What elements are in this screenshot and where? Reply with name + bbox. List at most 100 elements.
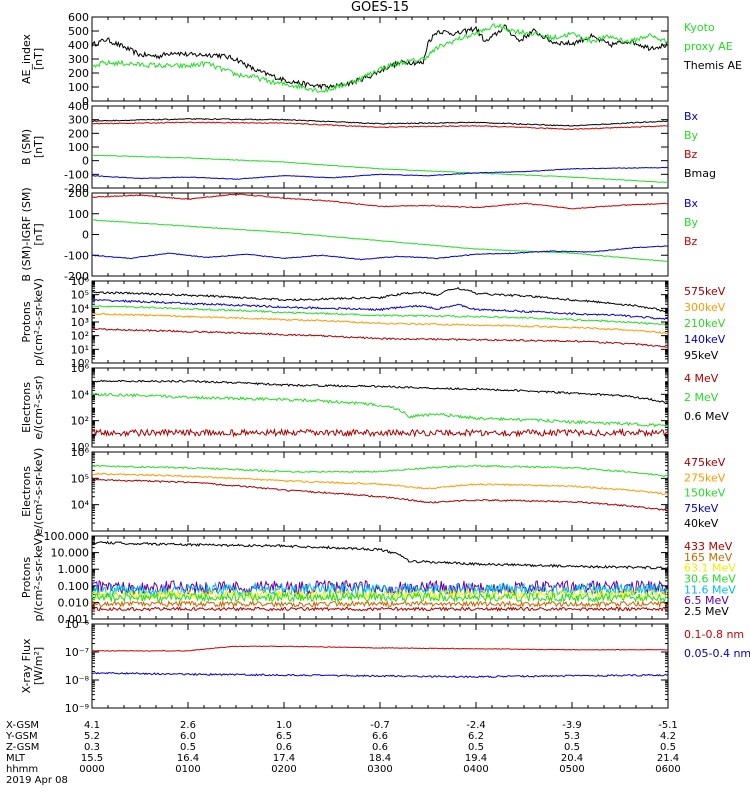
y-tick-label: 10³ (71, 316, 89, 329)
y-tick-label: 10⁻⁶ (65, 618, 90, 631)
y-axis-label-line2: [nT] (32, 136, 45, 158)
panel-protons2: 0.0010.0100.1001.00010.000100.000Protons… (20, 530, 736, 626)
legend-entry: 63.1 MeV (684, 562, 736, 575)
legend-entry: Bz (684, 148, 698, 161)
series-line-0-1-0-8-nm (92, 645, 668, 652)
legend-entry: 2.5 MeV (684, 605, 729, 618)
plot-date: 2019 Apr 08 (6, 775, 68, 786)
y-tick-label: 0.100 (58, 580, 90, 593)
ephemeris-value: 21.4 (657, 753, 679, 764)
y-tick-label: 0.001 (58, 613, 90, 626)
y-axis-label-line2: [nT] (32, 48, 45, 70)
series-group (92, 379, 668, 438)
series-line-2-mev (92, 392, 668, 428)
ephemeris-value: 0.5 (564, 742, 580, 753)
series-line-140kev (92, 299, 668, 321)
legend-entry: Bx (684, 110, 699, 123)
series-group (92, 464, 668, 512)
y-tick-label: 10⁻⁸ (65, 674, 90, 687)
y-tick-label: 100 (68, 81, 89, 94)
ephemeris-value: 5.2 (84, 731, 100, 742)
y-axis-label-line1: X-ray Flux (20, 638, 33, 694)
y-tick-label: 200 (68, 127, 89, 140)
legend-entry: 475keV (684, 456, 726, 469)
legend-entry: 0.05-0.4 nm (684, 647, 750, 660)
y-tick-label: 10⁻⁷ (65, 646, 89, 659)
y-axis-label: AE_index [nT] (20, 33, 45, 84)
y-axis-label-line1: AE_index (20, 33, 33, 84)
legend-entry: 433 MeV (684, 540, 733, 553)
series-group (92, 117, 668, 184)
y-tick-label: 10⁴ (71, 499, 90, 512)
series-group (92, 645, 668, 679)
y-tick-label: 1.000 (58, 563, 90, 576)
y-axis-label-line2: p/(cm²-s-sr-keV) (32, 278, 45, 366)
panel-xray: 10⁻⁹ 10⁻⁸ 10⁻⁷ 10⁻⁶ X-ray Flux [W/m²] 0.1-0.8 … (20, 618, 750, 715)
ephemeris-value: 0.5 (468, 742, 484, 753)
y-axis-label-line1: Protons (20, 557, 33, 598)
legend-entry: By (684, 216, 699, 229)
y-axis-label: B (SM) [nT] (20, 129, 45, 165)
y-axis-label-line2: e/(cm²-s-sr-keV) (32, 448, 45, 536)
series-line-bz (92, 193, 668, 210)
y-tick-label: -200 (64, 270, 89, 283)
legend-entry: Bx (684, 197, 699, 210)
series-line-bmag (92, 117, 668, 127)
series-line-themis-ae (92, 24, 668, 91)
legend-entry: 40keV (684, 517, 719, 530)
series-line-by (92, 219, 668, 262)
legend-entry: Kyoto (684, 21, 715, 34)
y-axis-label-line2: [W/m²] (32, 647, 45, 685)
y-axis-label-line2: [nT] (32, 223, 45, 245)
series-line-95kev (92, 286, 668, 313)
panel-electrons1: 10⁰ 10² 10⁴ 10⁶ Electrons e/(cm²-s-sr) 4 MeV 2 … (20, 362, 729, 454)
series-line-bx (92, 166, 668, 180)
series-line-by (92, 154, 668, 184)
series-line-150kev (92, 464, 668, 477)
y-tick-label: 500 (68, 25, 89, 38)
y-axis-label: B (SM)-IGRF (SM) [nT] (20, 187, 45, 281)
legend-entry: 165 MeV (684, 551, 733, 564)
y-axis-label-line1: B (SM) (20, 129, 33, 165)
y-tick-label: 200 (68, 67, 89, 80)
page-title: GOES-15 (350, 0, 409, 15)
y-tick-label: 10⁰ (71, 441, 90, 454)
legend-entry: By (684, 129, 699, 142)
y-tick-label: 10¹ (71, 343, 89, 356)
y-axis-label-line1: Electrons (20, 382, 33, 433)
series-line-bz (92, 121, 668, 131)
y-tick-label: 10⁰ (71, 357, 90, 370)
ephemeris-value: -3.9 (562, 720, 582, 731)
y-axis-label-line1: Electrons (20, 466, 33, 517)
y-tick-label: 100 (68, 208, 89, 221)
legend-entry: 575keV (684, 285, 726, 298)
panel-electrons2: 10⁴ 10⁵ 10⁶ Electrons e/(cm²-s-sr-keV) 475keV… (20, 446, 726, 535)
series-line-kyoto-proxy-ae (92, 23, 668, 94)
ephemeris-row-label: hhmm (6, 764, 38, 775)
y-tick-label: 400 (68, 100, 89, 113)
ephemeris-value: 0.6 (276, 742, 292, 753)
y-tick-label: 0 (82, 95, 89, 108)
ephemeris-value: 0.5 (660, 742, 676, 753)
ephemeris-value: 18.4 (369, 753, 391, 764)
y-tick-label: 10⁶ (71, 362, 90, 375)
y-axis-label-line2: e/(cm²-s-sr) (32, 375, 45, 439)
legend-entry: 2 MeV (684, 391, 719, 404)
legend-entry: 275keV (684, 471, 726, 484)
series-line-475kev (92, 478, 668, 512)
panel-frame (91, 105, 669, 189)
legend-entry: 6.5 MeV (684, 594, 729, 607)
legend-entry: Bmag (684, 167, 716, 180)
ephemeris-value: 0000 (79, 764, 104, 775)
y-tick-label: 10⁶ (71, 275, 90, 288)
legend-entry: 11.6 MeV (684, 583, 736, 596)
legend-entry: proxy AE (684, 40, 733, 53)
y-axis-label: Protons p/(cm²-s-sr-keV) (20, 534, 45, 622)
panel-frame (91, 16, 669, 102)
legend-entry: 0.6 MeV (684, 410, 729, 423)
ephemeris-value: 1.0 (276, 720, 292, 731)
series-line-575kev (92, 327, 668, 348)
y-tick-label: 100 (68, 141, 89, 154)
